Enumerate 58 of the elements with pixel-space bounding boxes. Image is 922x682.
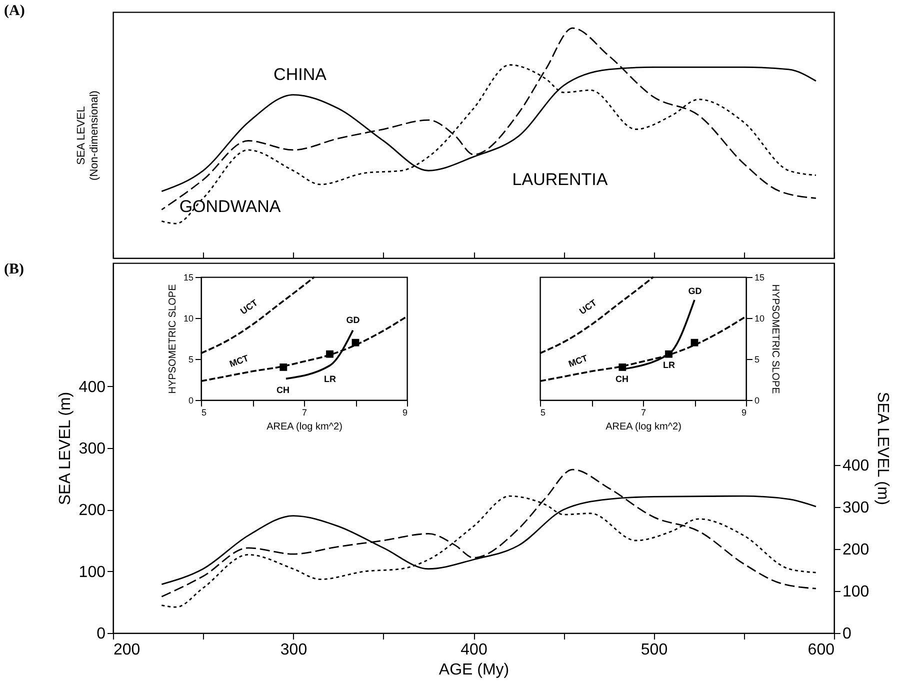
chart-title: (A)	[4, 3, 25, 19]
annotation: GD	[346, 315, 360, 325]
annotation: CHINA	[274, 65, 328, 84]
x-tick-label: 200	[114, 642, 140, 658]
y-axis-title: SEA LEVEL (m)	[56, 392, 74, 506]
y-tick-label: 300	[78, 440, 106, 458]
chart-title: (B)	[4, 261, 24, 278]
y-tick-label: 0	[96, 626, 106, 642]
y2-tick-label: 100	[842, 583, 870, 600]
y-tick-label: 0	[188, 396, 194, 406]
y2-tick-label: 0	[754, 396, 760, 406]
annotation: MCT	[567, 352, 590, 370]
annotation: LR	[324, 374, 336, 384]
x-tick-label: 300	[280, 642, 308, 658]
point	[280, 363, 288, 371]
x-axis-title: AGE (My)	[438, 662, 510, 678]
point	[352, 338, 360, 346]
x-tick-label: 7	[302, 408, 308, 418]
annotation: MCT	[228, 352, 250, 370]
y-axis-title: HYPSOMETRIC SLOPE	[167, 284, 178, 394]
annotation: LR	[663, 360, 676, 370]
x-tick-label: 600	[808, 642, 835, 658]
point	[665, 350, 672, 358]
y2-tick-label: 300	[842, 499, 870, 516]
y-tick-label: 200	[78, 502, 106, 520]
annotation: CH	[276, 385, 290, 395]
point	[326, 350, 334, 358]
y2-axis-title: SEA LEVEL (m)	[874, 392, 892, 506]
y2-tick-label: 400	[842, 457, 870, 474]
point	[618, 363, 626, 371]
annotation: GD	[688, 286, 702, 296]
y2-tick-label: 10	[754, 314, 765, 324]
x-tick-label: 5	[540, 408, 546, 418]
y2-tick-label: 200	[842, 541, 870, 558]
y2-tick-label: 5	[754, 354, 760, 364]
x-axis-title: AREA (log km^2)	[606, 422, 682, 432]
annotation: CH	[616, 374, 628, 384]
x-tick-label: 9	[402, 408, 408, 418]
y2-tick-label: 0	[842, 626, 852, 642]
x-tick-label: 400	[460, 642, 488, 658]
annotation: GONDWANA	[179, 197, 282, 216]
y-tick-label: 5	[188, 354, 194, 364]
x-axis-title: AREA (log km^2)	[266, 422, 342, 432]
y2-tick-label: 15	[754, 272, 765, 282]
annotation: UCT	[578, 297, 599, 316]
annotation: LAURENTIA	[512, 170, 608, 189]
y2-axis-title: HYPSOMETRIC SLOPE	[770, 284, 781, 394]
x-tick-label: 7	[640, 408, 646, 418]
y-tick-label: 100	[78, 564, 106, 581]
y-tick-label: 10	[183, 314, 194, 324]
x-tick-label: 5	[202, 408, 207, 418]
y-tick-label: 400	[78, 378, 106, 396]
y-tick-label: 15	[183, 272, 194, 282]
x-tick-label: 9	[741, 408, 746, 418]
x-tick-label: 500	[640, 642, 668, 658]
y-axis-title: SEA LEVEL (Non-dimensional)	[76, 90, 100, 180]
point	[690, 338, 698, 346]
annotation: UCT	[238, 297, 260, 316]
